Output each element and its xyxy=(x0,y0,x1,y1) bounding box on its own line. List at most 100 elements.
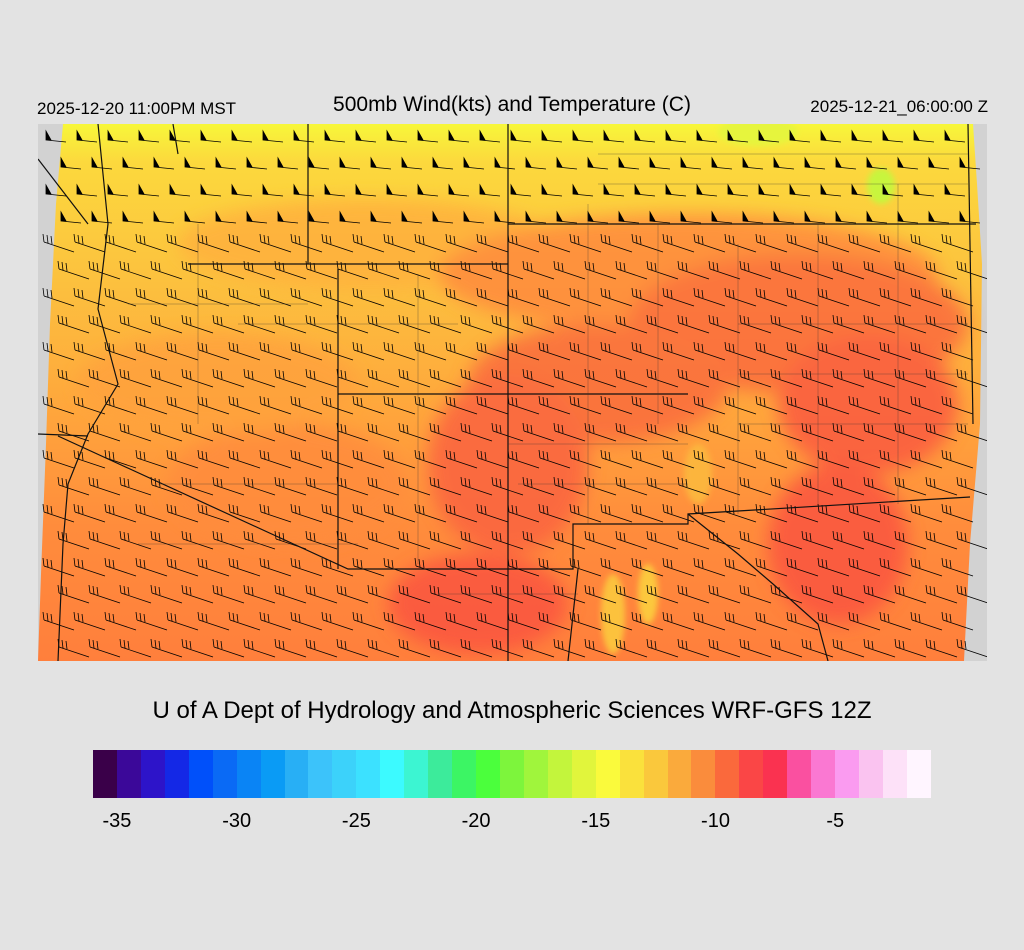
wind-barb xyxy=(119,476,152,496)
wind-barb xyxy=(910,557,943,577)
wind-barb xyxy=(166,449,199,469)
wind-barb xyxy=(662,557,695,577)
wind-barb xyxy=(928,156,950,170)
wind-barb xyxy=(944,183,966,197)
wind-barb xyxy=(355,129,377,143)
wind-barb xyxy=(305,368,338,388)
wind-barb xyxy=(212,422,245,442)
wind-barb xyxy=(646,530,679,550)
color-swatch xyxy=(571,750,596,798)
wind-barb xyxy=(879,395,912,415)
wind-barb xyxy=(73,449,106,469)
wind-barb xyxy=(212,584,245,604)
wind-barb xyxy=(801,530,834,550)
wind-barb xyxy=(228,611,261,631)
wind-barb xyxy=(305,422,338,442)
color-scale-tick-label: -35 xyxy=(102,810,132,832)
map-canvas xyxy=(38,124,987,661)
wind-barb xyxy=(243,314,276,334)
wind-barb xyxy=(925,530,958,550)
wind-barb xyxy=(135,395,168,415)
wind-barb xyxy=(398,530,431,550)
wind-barb xyxy=(739,422,772,442)
wind-barb xyxy=(600,287,633,307)
wind-barb xyxy=(57,530,90,550)
wind-barb xyxy=(755,341,788,361)
wind-barb xyxy=(755,503,788,523)
wind-barb xyxy=(42,341,75,361)
wind-barb xyxy=(677,422,710,442)
wind-barb xyxy=(708,638,741,658)
wind-barb xyxy=(956,368,987,388)
wind-barb xyxy=(231,129,253,143)
wind-barb xyxy=(274,314,307,334)
wind-barb xyxy=(138,129,160,143)
wind-barb xyxy=(770,584,803,604)
wind-barb xyxy=(755,233,788,253)
wind-barb xyxy=(677,314,710,334)
wind-barb xyxy=(677,260,710,280)
color-swatch xyxy=(308,750,333,798)
wind-barb xyxy=(119,368,152,388)
wind-barb xyxy=(339,156,361,170)
wind-barb xyxy=(618,156,640,170)
wind-barb xyxy=(212,314,245,334)
wind-barb xyxy=(727,183,749,197)
wind-barb xyxy=(510,183,532,197)
wind-barb xyxy=(60,210,82,224)
wind-barb xyxy=(401,210,423,224)
wind-barb xyxy=(789,183,811,197)
wind-barb xyxy=(835,156,857,170)
wind-barb xyxy=(476,233,509,253)
wind-barb xyxy=(414,395,447,415)
wind-barb xyxy=(494,156,516,170)
wind-barb xyxy=(197,287,230,307)
color-swatch xyxy=(787,750,812,798)
wind-barb xyxy=(228,503,261,523)
wind-barb xyxy=(665,183,687,197)
wind-barb xyxy=(569,557,602,577)
wind-barb xyxy=(538,395,571,415)
wind-barb xyxy=(587,156,609,170)
wind-barb xyxy=(510,129,532,143)
wind-barb xyxy=(848,503,881,523)
wind-barb xyxy=(584,584,617,604)
wind-barb xyxy=(383,395,416,415)
wind-barb xyxy=(538,287,571,307)
wind-barb xyxy=(290,341,323,361)
wind-barb xyxy=(243,638,276,658)
wind-barb xyxy=(45,183,67,197)
wind-barb xyxy=(925,368,958,388)
wind-barb xyxy=(739,314,772,334)
wind-barb xyxy=(910,287,943,307)
wind-barb xyxy=(817,449,850,469)
wind-barb xyxy=(820,183,842,197)
wind-barb xyxy=(293,129,315,143)
color-swatch xyxy=(763,750,788,798)
color-swatch xyxy=(691,750,716,798)
wind-barb xyxy=(879,611,912,631)
wind-barb xyxy=(76,129,98,143)
wind-barb xyxy=(634,129,656,143)
wind-barb xyxy=(398,584,431,604)
wind-barb xyxy=(336,260,369,280)
wind-barb xyxy=(321,611,354,631)
wind-barb xyxy=(755,287,788,307)
wind-barb xyxy=(801,584,834,604)
wind-barb xyxy=(166,611,199,631)
wind-barb xyxy=(88,638,121,658)
wind-barb xyxy=(863,260,896,280)
wind-barb xyxy=(553,260,586,280)
wind-barb xyxy=(88,368,121,388)
color-swatch xyxy=(188,750,213,798)
wind-barb xyxy=(460,476,493,496)
wind-barb xyxy=(727,129,749,143)
wind-barb xyxy=(290,611,323,631)
wind-barb xyxy=(941,449,974,469)
wind-barb xyxy=(773,156,795,170)
wind-barb xyxy=(848,233,881,253)
wind-barb xyxy=(88,422,121,442)
wind-barb xyxy=(460,638,493,658)
wind-barb xyxy=(879,449,912,469)
wind-barb xyxy=(956,530,987,550)
